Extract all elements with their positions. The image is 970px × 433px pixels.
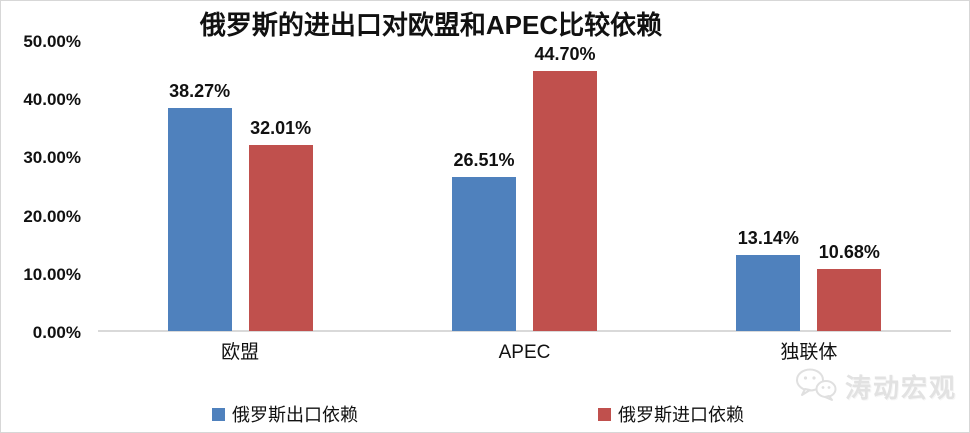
legend-label-import: 俄罗斯进口依赖 xyxy=(618,405,744,425)
category-label-eu: 欧盟 xyxy=(221,342,260,363)
y-axis-tick-label: 40.00% xyxy=(23,90,81,110)
x-axis-line xyxy=(98,330,951,332)
legend-item-import: 俄罗斯进口依赖 xyxy=(598,404,744,425)
legend-item-export: 俄罗斯出口依赖 xyxy=(212,404,358,425)
y-axis-tick-label: 30.00% xyxy=(23,148,81,168)
bar-value-label: 32.01% xyxy=(250,117,312,138)
bar-value-label: 26.51% xyxy=(453,149,515,170)
chart-title: 俄罗斯的进出口对欧盟和APEC比较依赖 xyxy=(199,10,663,40)
y-axis-tick-label: 20.00% xyxy=(23,206,81,226)
watermark: 涛动宏观 xyxy=(795,367,957,406)
legend-swatch-import xyxy=(598,407,611,421)
legend-label-export: 俄罗斯出口依赖 xyxy=(232,405,358,425)
bar-export-apec xyxy=(452,176,516,331)
bar-value-label: 44.70% xyxy=(534,43,596,64)
category-label-cis: 独联体 xyxy=(780,342,838,363)
watermark-text: 涛动宏观 xyxy=(845,373,958,403)
category-label-apec: APEC xyxy=(498,342,551,363)
bar-export-cis xyxy=(736,254,801,331)
wechat-icon xyxy=(795,367,837,406)
bar-export-eu xyxy=(167,108,232,331)
bar-import-apec xyxy=(533,70,597,331)
y-axis-tick-label: 0.00% xyxy=(32,323,81,342)
y-axis-tick-label: 10.00% xyxy=(23,264,81,284)
bar-value-label: 10.68% xyxy=(818,241,880,262)
y-axis-tick-label: 50.00% xyxy=(23,32,81,51)
legend-swatch-export xyxy=(212,407,225,421)
bar-value-label: 13.14% xyxy=(737,227,799,248)
bar-value-label: 38.27% xyxy=(169,81,231,102)
bar-import-eu xyxy=(248,144,313,331)
bar-import-cis xyxy=(817,268,882,331)
